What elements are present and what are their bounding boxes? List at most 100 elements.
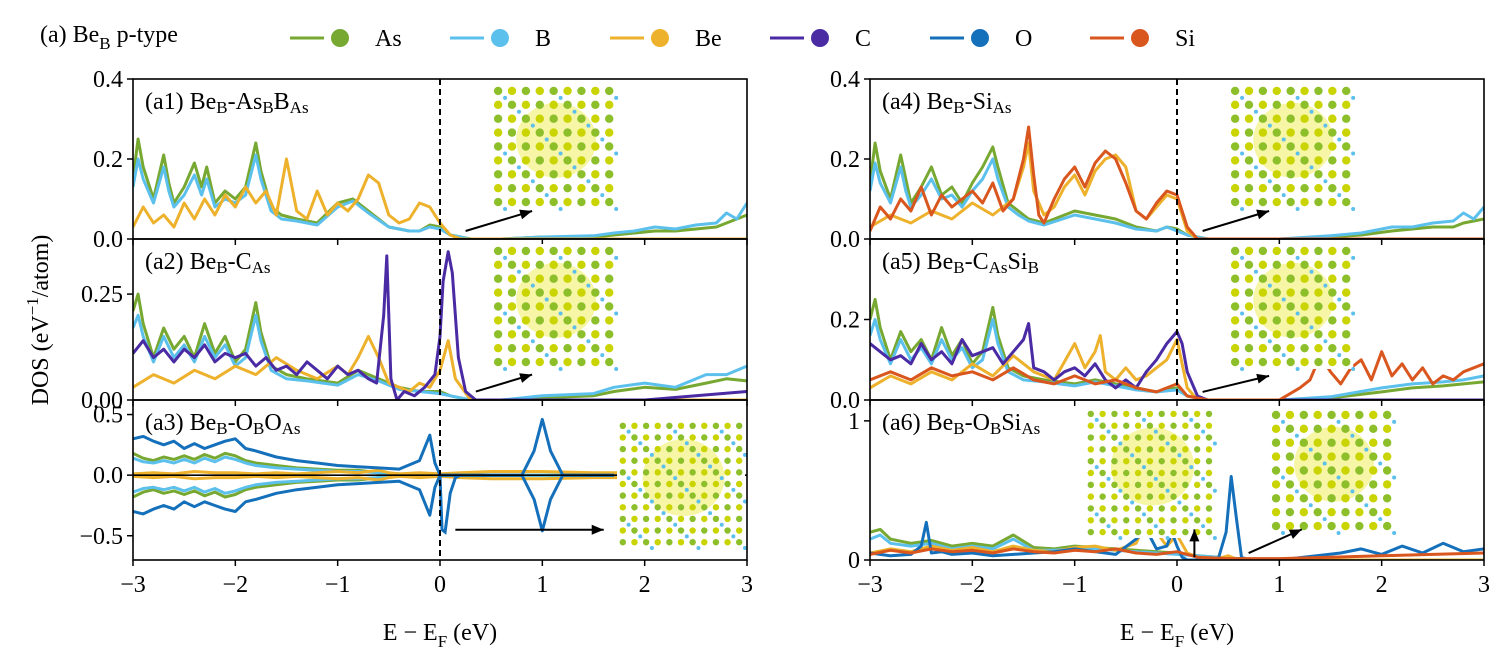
x-tick-label: 3	[741, 572, 753, 598]
atom-small	[1351, 95, 1356, 100]
atom	[507, 197, 517, 207]
atom	[1342, 260, 1351, 270]
atom	[1134, 493, 1142, 500]
atom	[1244, 183, 1254, 193]
atom	[1244, 246, 1254, 256]
atom	[591, 114, 600, 123]
atom	[1382, 507, 1392, 517]
structure-inset	[1228, 84, 1356, 211]
atom-small	[572, 109, 577, 114]
atom	[1123, 410, 1130, 418]
atom-small	[516, 269, 521, 274]
atom	[1342, 274, 1351, 283]
atom	[1272, 246, 1281, 256]
atom	[735, 538, 743, 546]
atom	[1146, 493, 1154, 500]
atom	[1314, 288, 1323, 297]
atom	[1158, 505, 1165, 512]
atom	[1258, 302, 1268, 311]
atom	[591, 156, 600, 165]
atom	[1300, 156, 1309, 165]
atom	[1158, 481, 1165, 489]
atom-small	[1253, 109, 1258, 114]
atom	[1286, 343, 1295, 353]
atom	[591, 274, 600, 283]
y-tick-label: 0.2	[830, 147, 860, 173]
atom	[1382, 410, 1392, 420]
atom-small	[1106, 429, 1111, 434]
atom-small	[558, 151, 563, 156]
atom	[1382, 480, 1392, 489]
atom-small	[614, 95, 619, 100]
atom	[1230, 246, 1240, 256]
y-tick-label: 0.25	[81, 282, 123, 308]
atom	[1146, 528, 1154, 536]
atom-small	[1130, 453, 1135, 458]
atom	[535, 288, 544, 297]
atom-small	[586, 179, 591, 184]
atom	[1272, 170, 1281, 179]
atom	[1341, 452, 1350, 461]
atom	[1342, 197, 1351, 207]
atom-small	[731, 487, 736, 492]
atom	[689, 538, 696, 546]
atom	[735, 457, 743, 464]
atom	[1342, 183, 1351, 193]
atom	[631, 538, 638, 546]
atom	[1272, 357, 1281, 367]
atom-small	[1295, 95, 1300, 100]
atom	[1258, 142, 1268, 151]
atom-small	[1351, 367, 1356, 371]
atom	[654, 492, 661, 499]
atom	[1286, 288, 1295, 297]
atom	[1299, 410, 1309, 420]
atom	[1244, 156, 1254, 165]
atom	[654, 434, 661, 441]
atom-small	[1281, 137, 1286, 142]
atom	[689, 480, 696, 488]
atom	[1087, 434, 1095, 441]
atom	[493, 357, 503, 367]
atom	[493, 183, 503, 193]
atom	[605, 357, 614, 367]
atom	[1299, 452, 1309, 461]
atom	[712, 492, 720, 499]
atom-small	[1281, 297, 1286, 302]
atom-small	[1323, 179, 1328, 184]
atom-small	[1378, 461, 1383, 466]
atom	[1314, 128, 1323, 137]
atom-small	[503, 367, 508, 371]
atom	[1244, 197, 1254, 207]
atom-small	[530, 283, 535, 288]
atom	[1182, 446, 1189, 453]
atom	[521, 260, 531, 270]
atom	[591, 357, 600, 367]
atom	[1230, 274, 1240, 283]
atom	[521, 142, 531, 151]
atom-small	[503, 95, 508, 100]
atom	[521, 357, 531, 367]
atom	[1193, 457, 1201, 465]
atom	[1244, 170, 1254, 179]
atom	[642, 504, 650, 511]
atom	[1342, 100, 1351, 110]
arrow-head	[1256, 209, 1270, 220]
legend-item-si: Si	[1090, 26, 1195, 52]
atom	[605, 288, 614, 297]
atom	[1170, 517, 1177, 524]
atom	[1182, 505, 1189, 512]
atom	[701, 538, 708, 546]
atom	[605, 260, 614, 270]
inset-arrow	[1189, 529, 1200, 558]
atom	[521, 86, 531, 96]
atom	[1146, 517, 1154, 524]
series-c	[133, 250, 747, 400]
atom	[1244, 274, 1254, 283]
atom	[1087, 446, 1095, 453]
atom-small	[743, 452, 747, 457]
atom	[549, 142, 558, 151]
atom-small	[1240, 207, 1245, 211]
atom	[563, 114, 572, 123]
atom-small	[684, 534, 689, 539]
atom	[1258, 274, 1268, 283]
